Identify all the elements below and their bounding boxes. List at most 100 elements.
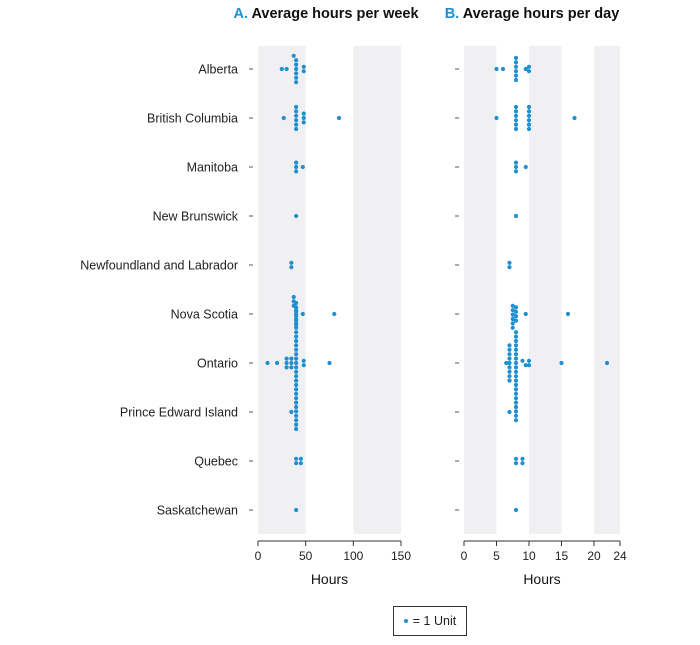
background-band <box>594 46 620 534</box>
category-label: Alberta <box>198 63 238 77</box>
data-point <box>513 396 519 401</box>
data-point <box>523 311 528 317</box>
data-point <box>284 360 289 366</box>
data-point <box>513 69 519 74</box>
background-band <box>258 46 306 534</box>
data-point <box>510 308 515 313</box>
data-point <box>513 356 519 361</box>
data-point <box>513 409 519 414</box>
data-point <box>510 321 515 326</box>
background-band <box>529 46 562 534</box>
data-point <box>279 66 284 72</box>
background-band <box>464 46 497 534</box>
data-point <box>513 365 519 370</box>
data-point <box>294 378 299 383</box>
data-point <box>507 365 512 370</box>
panel-title-text: Average hours per week <box>251 6 419 22</box>
data-point <box>513 461 519 466</box>
data-point <box>294 334 299 339</box>
data-point <box>504 360 509 366</box>
data-point <box>294 113 299 118</box>
category-label: British Columbia <box>147 112 238 126</box>
data-point <box>510 316 515 322</box>
data-point <box>294 365 299 370</box>
data-point <box>294 312 299 317</box>
data-point <box>513 213 519 219</box>
data-point <box>513 360 519 366</box>
x-tick-label: 20 <box>587 549 601 563</box>
data-point <box>294 391 299 396</box>
data-point <box>513 343 519 348</box>
data-point <box>513 507 519 513</box>
panel-letter: A. <box>233 6 251 22</box>
data-point <box>265 360 270 366</box>
data-point <box>294 413 299 418</box>
data-point <box>523 66 528 72</box>
data-point <box>513 374 519 379</box>
data-point <box>513 369 519 374</box>
data-point <box>294 109 299 114</box>
data-point <box>294 75 299 80</box>
data-point <box>520 461 525 466</box>
x-tick-label: 100 <box>343 549 363 563</box>
data-point <box>513 126 519 132</box>
data-point <box>513 160 519 165</box>
data-point <box>513 404 519 410</box>
data-point <box>294 374 299 379</box>
data-point <box>327 360 332 366</box>
data-point <box>298 456 303 461</box>
data-point <box>301 115 306 121</box>
data-point <box>294 400 299 405</box>
data-point <box>523 363 528 368</box>
data-point <box>291 299 296 304</box>
data-point <box>513 330 519 335</box>
data-point <box>294 321 299 326</box>
data-point <box>513 60 519 65</box>
data-point <box>294 122 299 127</box>
data-point <box>291 53 296 58</box>
data-point <box>494 115 499 121</box>
data-point <box>513 314 519 319</box>
data-point <box>294 164 299 170</box>
data-point <box>507 409 512 415</box>
data-point <box>294 343 299 348</box>
data-point <box>513 418 519 423</box>
data-point <box>507 374 512 379</box>
data-point <box>294 338 299 344</box>
data-point <box>513 64 519 69</box>
data-point <box>507 260 512 265</box>
data-point <box>294 347 299 352</box>
data-point <box>294 382 299 388</box>
category-label: Prince Edward Island <box>120 406 238 420</box>
x-axis-label: Hours <box>311 571 348 587</box>
data-point <box>526 358 532 363</box>
data-point <box>513 73 519 78</box>
legend-dot-icon <box>403 619 408 623</box>
x-tick-label: 24 <box>613 549 627 563</box>
data-point <box>513 169 519 174</box>
data-point <box>294 316 299 322</box>
data-point <box>513 122 519 127</box>
data-point <box>294 507 299 513</box>
data-point <box>289 409 294 415</box>
data-point <box>507 378 512 383</box>
data-point <box>294 71 299 76</box>
data-point <box>507 352 512 357</box>
data-point <box>294 409 299 414</box>
data-point <box>513 164 519 170</box>
data-point <box>513 413 519 418</box>
data-point <box>289 365 294 370</box>
data-point <box>526 118 532 123</box>
data-point <box>294 118 299 123</box>
data-point <box>294 330 299 335</box>
data-point <box>513 109 519 114</box>
x-tick-label: 0 <box>255 549 262 563</box>
data-point <box>494 66 499 72</box>
data-point <box>301 64 306 69</box>
data-point <box>500 66 506 72</box>
panel-title: B. Average hours per day <box>445 6 620 22</box>
data-point <box>526 363 532 368</box>
category-label: Nova Scotia <box>171 308 238 322</box>
data-point <box>298 461 303 466</box>
data-point <box>294 66 299 72</box>
